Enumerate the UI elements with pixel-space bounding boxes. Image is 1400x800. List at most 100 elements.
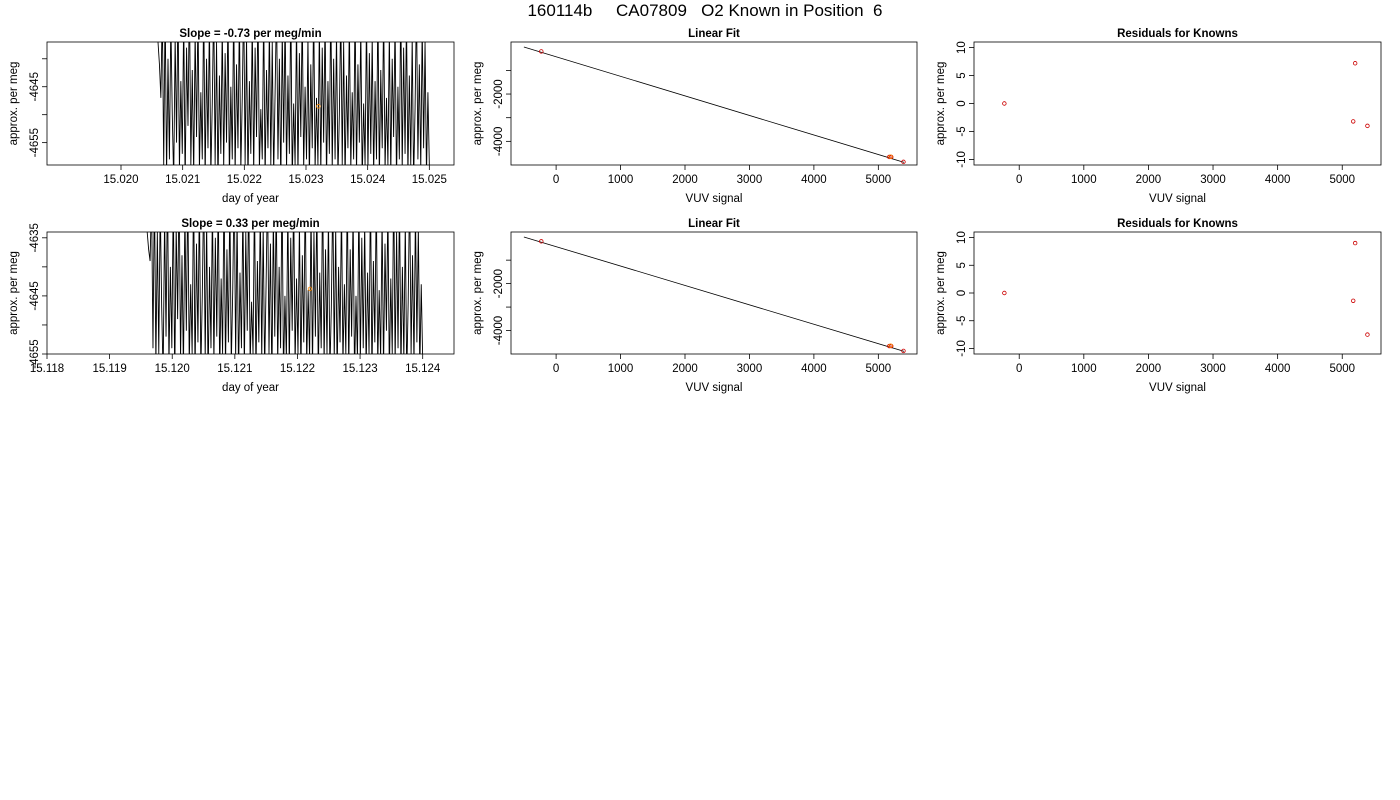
data-point [1352,240,1358,246]
y-tick-label: -4645 [29,281,41,310]
y-tick-label: 5 [956,262,968,268]
x-tick-label: 3000 [1200,174,1226,186]
y-tick-label: -10 [956,151,968,168]
data-point [888,154,893,159]
x-tick-label: 4000 [801,363,827,375]
chart-panel-2: Linear Fit 0 1000 2000 3000 4000 5000 VUV signa… [472,28,918,205]
series-line [157,42,430,165]
x-tick-label: 15.124 [405,363,441,375]
plot-frame [973,231,1382,355]
chart-panel-6: Residuals for Knowns 0 1000 2000 3000 4000 500… [935,218,1382,394]
data-point [1351,298,1356,303]
x-tick-label: 15.119 [92,363,126,375]
y-axis-label: approx. per meg [472,251,484,335]
y-tick-label: 0 [956,100,968,106]
x-axis-label: day of year [222,193,279,205]
y-axis-label: approx. per meg [8,251,20,335]
chart-panel-3: Residuals for Knowns 0 1000 2000 3000 4000 500… [935,28,1382,205]
plot-title: Slope = 0.33 per meg/min [181,218,319,230]
x-tick-label: 15.025 [412,174,447,186]
y-axis-label: approx. per meg [935,251,947,335]
plot-title: Residuals for Knowns [1117,28,1238,40]
x-axis-label: day of year [222,382,279,394]
y-tick-label: 10 [956,231,968,244]
y-tick-label: -4655 [29,128,41,157]
x-tick-label: 0 [553,174,559,186]
plot-title: Linear Fit [688,218,740,230]
y-tick-label: 10 [956,41,968,54]
y-tick-label: -4000 [493,316,505,345]
y-tick-label: -4000 [493,127,505,156]
series-line [146,232,424,354]
x-tick-label: 2000 [1136,174,1162,186]
data-point [1002,101,1007,106]
data-point [901,348,906,354]
x-tick-label: 15.024 [350,174,386,186]
y-tick-label: 0 [956,290,968,296]
data-point [316,104,321,109]
y-tick-label: -5 [956,126,968,136]
y-tick-label: -10 [956,340,968,357]
x-tick-label: 2000 [672,174,698,186]
x-tick-label: 0 [1016,363,1022,375]
plot-frame [510,41,918,166]
data-point [888,343,893,348]
x-tick-label: 0 [553,363,559,375]
x-tick-label: 2000 [672,363,698,375]
x-axis-label: VUV signal [1149,193,1206,205]
x-tick-label: 15.022 [227,174,262,186]
x-tick-label: 2000 [1136,363,1162,375]
y-tick-label: -5 [956,316,968,326]
chart-panel-1: Slope = -0.73 per meg/min 15.020 15.021 15.… [8,28,455,205]
x-tick-label: 3000 [737,174,763,186]
x-tick-label: 3000 [737,363,763,375]
y-tick-label: -4635 [29,223,41,252]
y-tick-label: 5 [956,72,968,78]
y-tick-label: -4645 [29,72,41,101]
data-point [1365,123,1370,129]
x-tick-label: 1000 [608,363,634,375]
data-point [539,239,544,244]
x-tick-label: 0 [1016,174,1022,186]
plot-data [146,232,424,354]
x-axis-label: VUV signal [686,382,743,394]
fit-line [523,46,905,163]
x-tick-label: 15.123 [342,363,377,375]
plot-title: Slope = -0.73 per meg/min [179,28,321,40]
page-title: 160114b CA07809 O2 Known in Position 6 [527,1,883,20]
chart-panel-4: Slope = 0.33 per meg/min 15.118 15.119 15.1… [8,218,455,394]
data-point [901,159,906,165]
y-axis-label: approx. per meg [8,62,20,146]
x-tick-label: 15.023 [288,174,323,186]
plot-data [523,46,905,163]
x-tick-label: 1000 [1071,363,1097,375]
y-axis-label: approx. per meg [472,62,484,146]
x-tick-label: 15.122 [280,363,315,375]
data-point [1365,332,1370,337]
x-tick-label: 4000 [1265,363,1291,375]
x-tick-label: 3000 [1200,363,1226,375]
x-tick-label: 1000 [1071,174,1097,186]
x-tick-label: 15.121 [217,363,252,375]
data-point [307,286,313,292]
plot-frame [973,41,1382,166]
plot-frame [46,41,455,166]
data-point [1002,290,1007,296]
x-tick-label: 15.118 [30,363,64,375]
x-tick-label: 5000 [1329,174,1355,186]
y-tick-label: -4655 [29,339,41,368]
chart-panel-5: Linear Fit 0 1000 2000 3000 4000 5000 VUV signa… [472,218,918,394]
plot-data [523,236,905,352]
x-tick-label: 15.020 [103,174,138,186]
y-tick-label: -2000 [493,269,505,298]
plot-title: Residuals for Knowns [1117,218,1238,230]
data-point [539,49,544,54]
plot-data [157,42,430,165]
x-tick-label: 5000 [866,174,892,186]
x-tick-label: 1000 [608,174,634,186]
data-point [1351,119,1356,124]
x-axis-label: VUV signal [686,193,743,205]
plot-title: Linear Fit [688,28,740,40]
x-tick-label: 4000 [1265,174,1291,186]
